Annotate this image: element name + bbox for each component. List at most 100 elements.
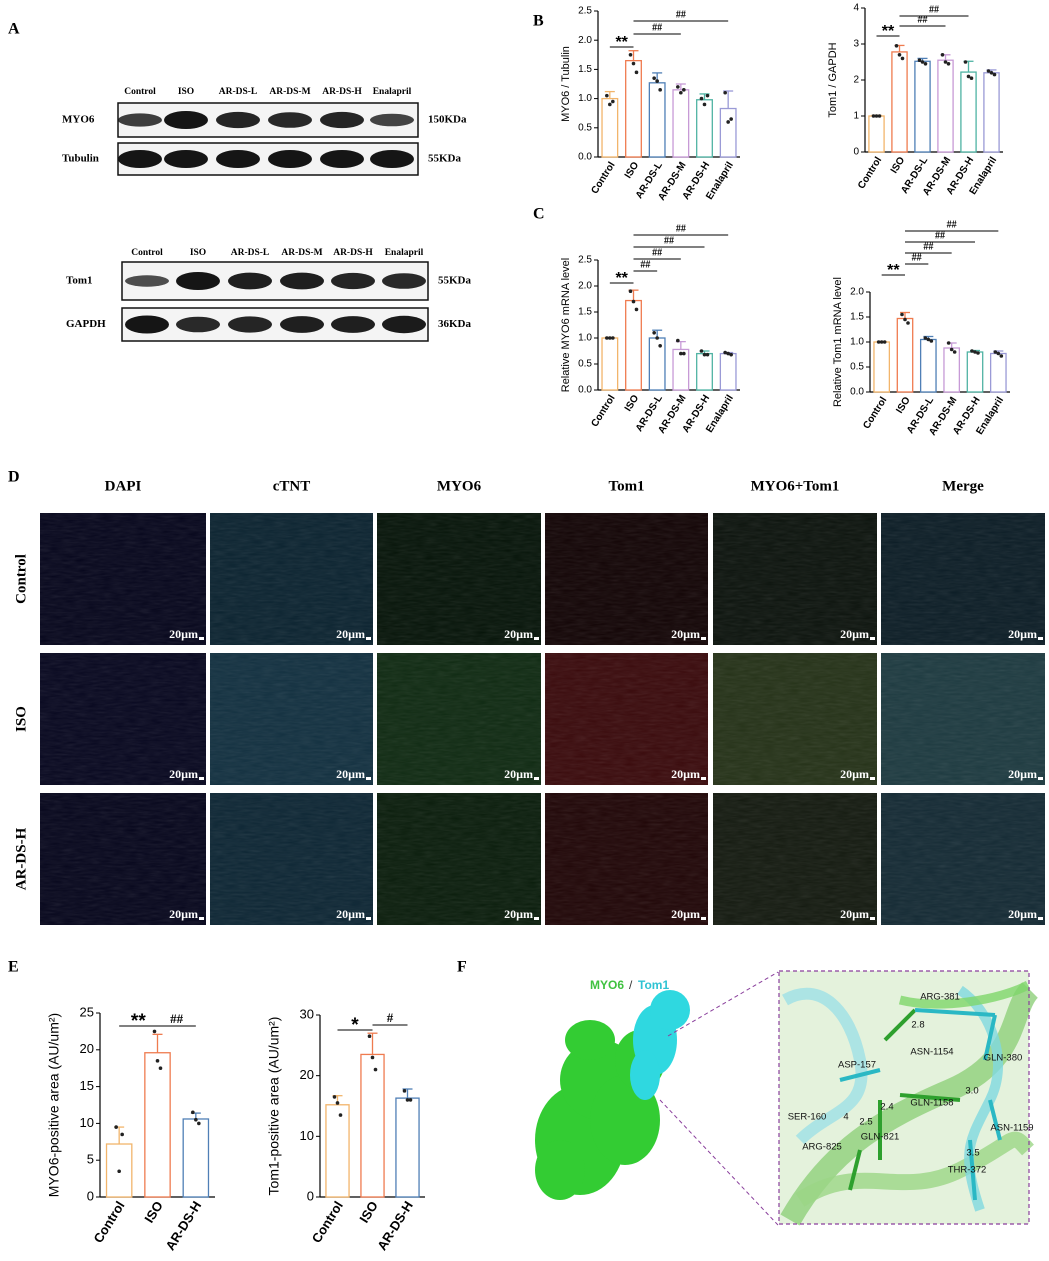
- bar: [966, 351, 984, 393]
- data-point: [605, 93, 609, 98]
- channel-header: Tom1: [608, 478, 644, 494]
- ribbon: [782, 987, 868, 1145]
- lane-label: AR-DS-H: [333, 248, 373, 258]
- residue-stick: [839, 1068, 881, 1082]
- blot-band: [268, 112, 312, 128]
- blot-band: [370, 113, 414, 127]
- scale-bar-label: 20µm: [840, 767, 869, 781]
- micrograph-texture: [545, 513, 708, 645]
- significance-mark: ##: [170, 1011, 184, 1026]
- data-point: [723, 90, 727, 95]
- surface-tom1: [630, 1050, 660, 1100]
- scale-bar-label: 20µm: [671, 907, 700, 921]
- data-point: [631, 299, 636, 304]
- x-tick-label: ISO: [623, 160, 642, 181]
- data-point: [682, 88, 686, 92]
- lane-label: AR-DS-L: [219, 87, 258, 97]
- significance-mark: ##: [640, 259, 650, 270]
- protein-label: GAPDH: [66, 318, 106, 330]
- x-tick-label: AR-DS-H: [162, 1198, 204, 1252]
- bar: [395, 1097, 420, 1198]
- data-point: [970, 349, 974, 353]
- surface-myo6: [565, 1020, 615, 1060]
- bar: [625, 299, 642, 391]
- data-point: [699, 96, 704, 101]
- bar: [601, 337, 619, 391]
- blot-band: [228, 272, 272, 290]
- residue-stick: [899, 1093, 961, 1102]
- protein-label: Tubulin: [62, 153, 99, 165]
- y-tick-label: 1.5: [578, 64, 592, 75]
- group-label: Control: [13, 554, 29, 604]
- y-tick-label: 0.5: [578, 122, 592, 133]
- protein-name: MYO6: [590, 978, 624, 992]
- lane-label: Enalapril: [385, 248, 424, 258]
- scale-bar: [1038, 777, 1043, 780]
- size-label: 36KDa: [438, 318, 472, 330]
- lane-label: Control: [131, 248, 163, 258]
- micrograph-texture: [713, 513, 877, 645]
- data-point: [929, 339, 934, 343]
- y-tick-label: 2.0: [850, 287, 864, 298]
- micrograph-texture: [881, 653, 1045, 785]
- y-tick-label: 5: [87, 1152, 94, 1167]
- data-point: [652, 76, 656, 80]
- residue-label: GLN-1158: [910, 1098, 953, 1109]
- residue-label: 3.0: [965, 1086, 978, 1097]
- data-point: [608, 336, 612, 340]
- y-tick-label: 10: [80, 1115, 94, 1130]
- micrograph-texture: [713, 793, 877, 925]
- data-point: [705, 352, 710, 357]
- scale-bar: [870, 777, 875, 780]
- group-label: AR-DS-H: [13, 827, 29, 890]
- ribbon: [795, 1131, 1034, 1207]
- micrograph-texture: [881, 513, 1045, 645]
- data-point: [874, 114, 879, 118]
- data-point: [917, 58, 922, 62]
- size-label: 55KDa: [428, 153, 462, 165]
- bar: [896, 317, 914, 393]
- residue-label: 3.5: [966, 1148, 979, 1159]
- blot-band: [320, 150, 364, 168]
- blot-band: [164, 111, 208, 129]
- bar: [914, 60, 931, 153]
- channel-header: DAPI: [105, 478, 142, 494]
- bar: [696, 352, 713, 391]
- residue-stick: [848, 1149, 862, 1191]
- data-point: [949, 347, 954, 352]
- lane-label: AR-DS-L: [231, 248, 270, 258]
- data-point: [158, 1066, 163, 1070]
- y-tick-label: 2.0: [578, 281, 592, 292]
- x-tick-label: ISO: [889, 155, 908, 176]
- bar: [868, 115, 885, 153]
- bar: [625, 59, 642, 158]
- significance-mark: **: [882, 23, 895, 40]
- data-point: [989, 71, 994, 75]
- data-point: [726, 351, 730, 356]
- blot-band: [382, 315, 426, 334]
- panel-letter: E: [8, 959, 19, 976]
- bar: [672, 348, 690, 391]
- data-point: [605, 336, 609, 340]
- y-tick-label: 0: [853, 147, 859, 158]
- lane-label: AR-DS-M: [269, 87, 310, 97]
- bar: [719, 352, 737, 391]
- blot-band: [164, 150, 208, 168]
- scale-bar: [1038, 917, 1043, 920]
- blot-band: [280, 316, 324, 333]
- lane-label: AR-DS-H: [322, 87, 362, 97]
- scale-bar: [534, 917, 539, 920]
- residue-label: GLN-380: [984, 1053, 1023, 1064]
- x-tick-label: ISO: [141, 1198, 166, 1225]
- protein-label: Tom1: [66, 275, 93, 287]
- scale-bar-label: 20µm: [504, 767, 533, 781]
- data-point: [903, 317, 907, 322]
- data-point: [631, 61, 636, 66]
- x-tick-label: Control: [856, 155, 884, 191]
- scale-bar: [366, 637, 371, 640]
- data-point: [900, 312, 904, 317]
- data-point: [338, 1113, 343, 1117]
- significance-mark: ##: [923, 241, 933, 252]
- y-tick-label: 0.0: [578, 385, 592, 396]
- y-tick-label: 4: [853, 3, 859, 14]
